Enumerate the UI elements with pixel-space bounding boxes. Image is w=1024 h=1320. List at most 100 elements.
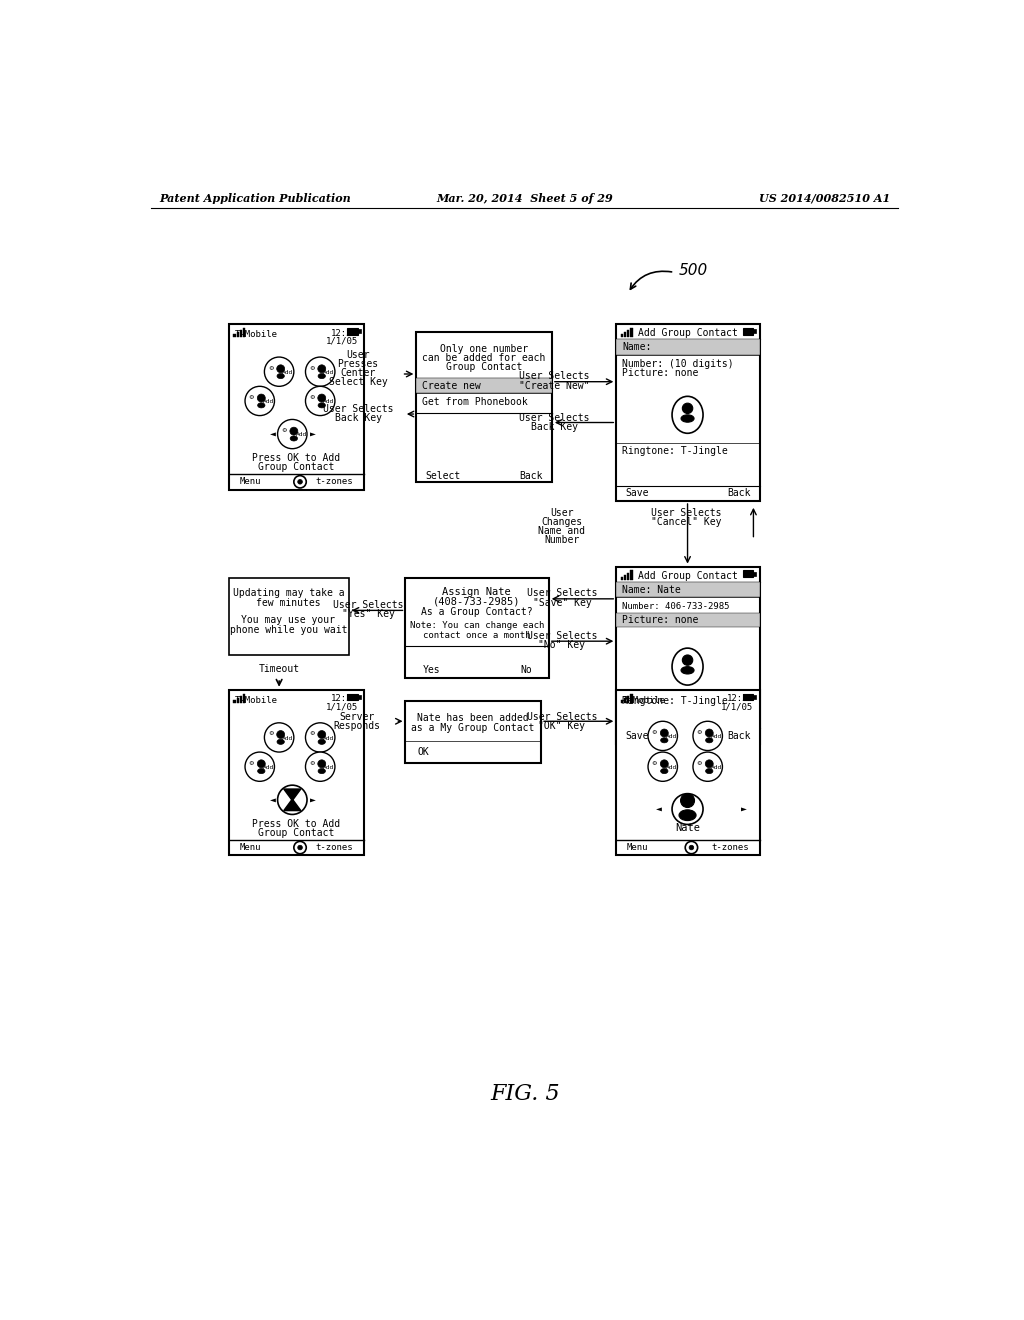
Ellipse shape <box>706 738 713 743</box>
Text: ⚙: ⚙ <box>249 760 254 766</box>
Polygon shape <box>284 789 301 800</box>
Circle shape <box>294 475 306 488</box>
Text: Only one number: Only one number <box>439 343 527 354</box>
Circle shape <box>278 420 307 449</box>
Text: As a Group Contact?: As a Group Contact? <box>421 607 532 616</box>
Text: Number: Number <box>545 536 580 545</box>
Text: Add: Add <box>666 734 677 739</box>
Text: Add: Add <box>324 399 335 404</box>
Text: Press OK to Add: Press OK to Add <box>252 453 340 463</box>
Circle shape <box>706 729 714 737</box>
Text: Select Key: Select Key <box>329 378 387 388</box>
Text: Timeout: Timeout <box>259 664 300 675</box>
Text: Ringtone: T-Jingle: Ringtone: T-Jingle <box>623 696 728 706</box>
Text: (408-733-2985): (408-733-2985) <box>433 597 520 606</box>
Bar <box>233 334 236 337</box>
Text: Note: You can change each: Note: You can change each <box>410 622 544 630</box>
Text: Mar. 20, 2014  Sheet 5 of 29: Mar. 20, 2014 Sheet 5 of 29 <box>436 193 613 205</box>
Bar <box>243 693 245 702</box>
Circle shape <box>257 395 265 403</box>
Bar <box>240 696 242 702</box>
Text: Back: Back <box>727 488 751 499</box>
Ellipse shape <box>672 396 703 433</box>
Text: contact once a month: contact once a month <box>423 631 530 639</box>
Bar <box>616 323 760 502</box>
Bar <box>754 330 756 333</box>
Text: Nate: Nate <box>675 824 700 833</box>
Circle shape <box>660 729 669 737</box>
Circle shape <box>648 721 678 751</box>
Bar <box>406 701 541 763</box>
Ellipse shape <box>672 648 703 685</box>
Text: "Yes" Key: "Yes" Key <box>342 610 394 619</box>
Bar <box>621 700 624 702</box>
Bar <box>742 570 754 577</box>
Bar <box>624 576 627 579</box>
Text: ⚙: ⚙ <box>309 366 315 371</box>
Text: Group Contact: Group Contact <box>445 362 522 372</box>
Text: User Selects: User Selects <box>526 711 597 722</box>
Text: Add: Add <box>283 370 294 375</box>
Circle shape <box>689 845 693 850</box>
Text: "No" Key: "No" Key <box>539 640 586 649</box>
Ellipse shape <box>278 739 285 744</box>
Bar <box>240 330 242 337</box>
Text: t-zones: t-zones <box>315 478 353 486</box>
Text: Menu: Menu <box>240 478 261 486</box>
Circle shape <box>298 479 302 484</box>
Text: User Selects: User Selects <box>519 413 590 422</box>
Text: as a My Group Contact: as a My Group Contact <box>412 723 535 733</box>
Text: User Selects: User Selects <box>526 589 597 598</box>
Circle shape <box>305 387 335 416</box>
Circle shape <box>298 845 302 850</box>
Text: 12:30: 12:30 <box>332 329 358 338</box>
Bar <box>347 327 358 335</box>
Circle shape <box>305 358 335 387</box>
Bar <box>228 689 365 855</box>
Text: US 2014/0082510 A1: US 2014/0082510 A1 <box>760 193 891 205</box>
Text: ⚙: ⚙ <box>282 428 287 433</box>
Text: 500: 500 <box>678 263 708 277</box>
Text: "Save" Key: "Save" Key <box>532 598 592 607</box>
Text: Create new: Create new <box>423 380 481 391</box>
Text: 1/1/05: 1/1/05 <box>326 337 358 346</box>
Ellipse shape <box>318 403 326 408</box>
Text: Save: Save <box>626 731 649 741</box>
Text: "Create New": "Create New" <box>519 380 590 391</box>
Ellipse shape <box>660 738 668 743</box>
Circle shape <box>681 793 694 808</box>
Text: Add: Add <box>263 399 274 404</box>
Ellipse shape <box>681 414 694 422</box>
Text: User: User <box>550 508 573 517</box>
Text: Add: Add <box>324 370 335 375</box>
Circle shape <box>305 752 335 781</box>
Bar <box>624 333 627 337</box>
Bar <box>627 330 630 337</box>
Text: ⚙: ⚙ <box>309 760 315 766</box>
Text: Add: Add <box>324 766 335 770</box>
Circle shape <box>317 395 326 403</box>
Bar <box>754 696 756 700</box>
Ellipse shape <box>258 768 265 774</box>
Bar <box>233 700 236 702</box>
Bar <box>237 333 239 337</box>
Text: phone while you wait: phone while you wait <box>229 624 347 635</box>
Bar <box>616 339 760 355</box>
Text: ►: ► <box>309 795 315 805</box>
Text: Add: Add <box>295 433 306 437</box>
Text: Select: Select <box>426 471 461 480</box>
Ellipse shape <box>278 374 285 379</box>
Text: Number: 406-733-2985: Number: 406-733-2985 <box>623 602 730 611</box>
Bar <box>616 566 760 743</box>
Text: ◄: ◄ <box>656 804 662 814</box>
Text: Add Group Contact: Add Group Contact <box>638 570 737 581</box>
Text: Changes: Changes <box>542 517 583 527</box>
Bar <box>237 698 239 702</box>
Circle shape <box>257 760 265 768</box>
Text: Back Key: Back Key <box>530 422 578 432</box>
Ellipse shape <box>681 667 694 675</box>
Bar <box>630 570 633 579</box>
Text: Back: Back <box>727 731 751 741</box>
Ellipse shape <box>290 436 298 441</box>
Text: Patent Application Publication: Patent Application Publication <box>159 193 351 205</box>
